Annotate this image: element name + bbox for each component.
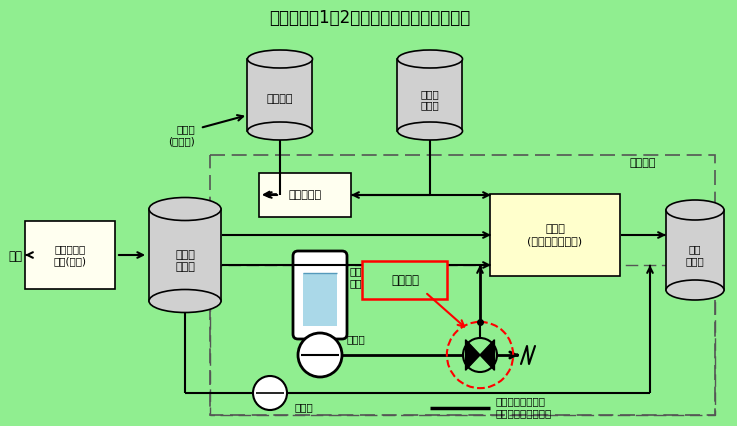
Text: ポンプ: ポンプ — [295, 402, 314, 412]
Bar — [363, 261, 447, 299]
Bar — [210, 155, 715, 415]
Circle shape — [463, 338, 497, 372]
Text: 純水装置: 純水装置 — [630, 158, 657, 168]
Bar — [210, 265, 715, 415]
Ellipse shape — [248, 122, 312, 140]
Text: 純水装置付属設備
（苛性ソーダ系統）: 純水装置付属設備 （苛性ソーダ系統） — [496, 396, 552, 418]
Bar — [303, 273, 337, 326]
Bar — [25, 221, 115, 289]
Text: 当該箇所: 当該箇所 — [391, 273, 419, 287]
Ellipse shape — [666, 280, 724, 300]
Text: 海水淡水化
装置(淡水): 海水淡水化 装置(淡水) — [54, 244, 86, 266]
Bar — [666, 210, 724, 290]
Bar — [490, 194, 620, 276]
Text: 脱塩水
タンク: 脱塩水 タンク — [175, 250, 195, 271]
Circle shape — [298, 333, 342, 377]
Text: 前処理装置: 前処理装置 — [288, 190, 321, 200]
Ellipse shape — [149, 198, 221, 221]
Circle shape — [253, 376, 287, 410]
Text: 原水貯槽: 原水貯槽 — [267, 95, 293, 104]
Text: 伊方発電所1、2号機　純水装置系統概略図: 伊方発電所1、2号機 純水装置系統概略図 — [270, 9, 471, 27]
FancyBboxPatch shape — [293, 251, 347, 339]
Text: 海水: 海水 — [8, 250, 22, 264]
Polygon shape — [480, 340, 495, 370]
Bar — [259, 173, 351, 217]
Ellipse shape — [397, 122, 463, 140]
Bar — [397, 59, 463, 131]
Text: 町水道
(水道水): 町水道 (水道水) — [168, 124, 195, 146]
Text: 苛性ソーダ
受入タンク: 苛性ソーダ 受入タンク — [350, 266, 381, 288]
Ellipse shape — [397, 50, 463, 68]
Text: 純水
タンク: 純水 タンク — [685, 244, 705, 266]
Bar — [248, 59, 312, 131]
Ellipse shape — [149, 290, 221, 313]
Text: 脱塩塔
(イオン交換樹脂): 脱塩塔 (イオン交換樹脂) — [528, 224, 582, 246]
Polygon shape — [466, 340, 480, 370]
Text: ポンプ: ポンプ — [347, 334, 366, 344]
Ellipse shape — [666, 200, 724, 220]
Text: ろ過水
タンク: ろ過水 タンク — [421, 89, 439, 110]
Bar — [149, 209, 221, 301]
Ellipse shape — [248, 50, 312, 68]
